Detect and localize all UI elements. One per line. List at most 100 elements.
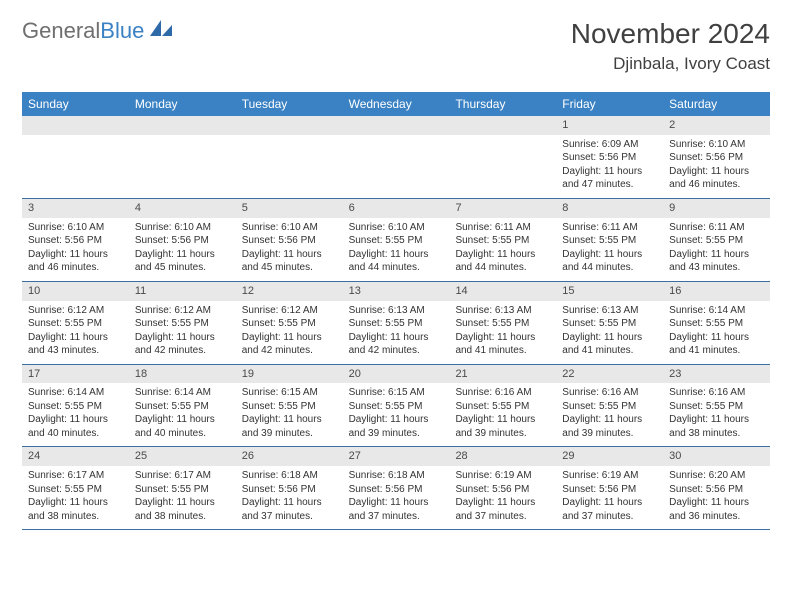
sunrise-text: Sunrise: 6:20 AM bbox=[669, 469, 764, 483]
daynum-strip bbox=[449, 116, 556, 135]
daylight-text: and 38 minutes. bbox=[135, 510, 230, 524]
daylight-text: Daylight: 11 hours bbox=[669, 331, 764, 345]
day-cell: 30Sunrise: 6:20 AMSunset: 5:56 PMDayligh… bbox=[663, 447, 770, 529]
sunset-text: Sunset: 5:55 PM bbox=[669, 400, 764, 414]
daylight-text: Daylight: 11 hours bbox=[562, 331, 657, 345]
day-number: 18 bbox=[129, 365, 236, 384]
day-number: 1 bbox=[556, 116, 663, 135]
day-number: 6 bbox=[343, 199, 450, 218]
daylight-text: Daylight: 11 hours bbox=[562, 413, 657, 427]
sunrise-text: Sunrise: 6:09 AM bbox=[562, 138, 657, 152]
sunset-text: Sunset: 5:55 PM bbox=[562, 317, 657, 331]
daylight-text: and 42 minutes. bbox=[242, 344, 337, 358]
day-cell: 7Sunrise: 6:11 AMSunset: 5:55 PMDaylight… bbox=[449, 199, 556, 281]
sunset-text: Sunset: 5:55 PM bbox=[455, 317, 550, 331]
sunrise-text: Sunrise: 6:16 AM bbox=[455, 386, 550, 400]
daylight-text: Daylight: 11 hours bbox=[455, 496, 550, 510]
sunrise-text: Sunrise: 6:19 AM bbox=[455, 469, 550, 483]
day-cell: 23Sunrise: 6:16 AMSunset: 5:55 PMDayligh… bbox=[663, 365, 770, 447]
day-cell: 4Sunrise: 6:10 AMSunset: 5:56 PMDaylight… bbox=[129, 199, 236, 281]
sunset-text: Sunset: 5:56 PM bbox=[135, 234, 230, 248]
daylight-text: Daylight: 11 hours bbox=[28, 413, 123, 427]
weekday-label: Tuesday bbox=[236, 92, 343, 116]
sunrise-text: Sunrise: 6:12 AM bbox=[135, 304, 230, 318]
day-cell: 22Sunrise: 6:16 AMSunset: 5:55 PMDayligh… bbox=[556, 365, 663, 447]
daylight-text: and 41 minutes. bbox=[669, 344, 764, 358]
day-number: 25 bbox=[129, 447, 236, 466]
daylight-text: and 36 minutes. bbox=[669, 510, 764, 524]
daylight-text: and 46 minutes. bbox=[669, 178, 764, 192]
sunset-text: Sunset: 5:55 PM bbox=[242, 400, 337, 414]
sunset-text: Sunset: 5:55 PM bbox=[562, 234, 657, 248]
day-cell: 14Sunrise: 6:13 AMSunset: 5:55 PMDayligh… bbox=[449, 282, 556, 364]
daylight-text: Daylight: 11 hours bbox=[28, 248, 123, 262]
day-cell: 17Sunrise: 6:14 AMSunset: 5:55 PMDayligh… bbox=[22, 365, 129, 447]
sunrise-text: Sunrise: 6:10 AM bbox=[135, 221, 230, 235]
day-number: 12 bbox=[236, 282, 343, 301]
day-cell: 5Sunrise: 6:10 AMSunset: 5:56 PMDaylight… bbox=[236, 199, 343, 281]
month-title: November 2024 bbox=[571, 18, 770, 50]
day-cell: 1Sunrise: 6:09 AMSunset: 5:56 PMDaylight… bbox=[556, 116, 663, 198]
sunset-text: Sunset: 5:55 PM bbox=[135, 483, 230, 497]
day-number: 11 bbox=[129, 282, 236, 301]
sunrise-text: Sunrise: 6:13 AM bbox=[349, 304, 444, 318]
empty-cell bbox=[236, 116, 343, 198]
week-row: 24Sunrise: 6:17 AMSunset: 5:55 PMDayligh… bbox=[22, 447, 770, 530]
daylight-text: Daylight: 11 hours bbox=[455, 331, 550, 345]
daylight-text: Daylight: 11 hours bbox=[455, 413, 550, 427]
sunset-text: Sunset: 5:55 PM bbox=[28, 317, 123, 331]
day-cell: 6Sunrise: 6:10 AMSunset: 5:55 PMDaylight… bbox=[343, 199, 450, 281]
sunrise-text: Sunrise: 6:18 AM bbox=[242, 469, 337, 483]
sunset-text: Sunset: 5:56 PM bbox=[349, 483, 444, 497]
daynum-strip bbox=[129, 116, 236, 135]
daylight-text: Daylight: 11 hours bbox=[349, 496, 444, 510]
day-cell: 13Sunrise: 6:13 AMSunset: 5:55 PMDayligh… bbox=[343, 282, 450, 364]
day-number: 30 bbox=[663, 447, 770, 466]
week-row: 17Sunrise: 6:14 AMSunset: 5:55 PMDayligh… bbox=[22, 365, 770, 448]
day-cell: 19Sunrise: 6:15 AMSunset: 5:55 PMDayligh… bbox=[236, 365, 343, 447]
daylight-text: and 41 minutes. bbox=[455, 344, 550, 358]
daylight-text: and 44 minutes. bbox=[455, 261, 550, 275]
sunrise-text: Sunrise: 6:17 AM bbox=[28, 469, 123, 483]
logo-word1: General bbox=[22, 18, 100, 44]
sunrise-text: Sunrise: 6:18 AM bbox=[349, 469, 444, 483]
day-cell: 25Sunrise: 6:17 AMSunset: 5:55 PMDayligh… bbox=[129, 447, 236, 529]
sunset-text: Sunset: 5:55 PM bbox=[349, 400, 444, 414]
day-number: 4 bbox=[129, 199, 236, 218]
daylight-text: Daylight: 11 hours bbox=[349, 331, 444, 345]
daylight-text: and 43 minutes. bbox=[669, 261, 764, 275]
location-subtitle: Djinbala, Ivory Coast bbox=[571, 54, 770, 74]
sunset-text: Sunset: 5:55 PM bbox=[455, 234, 550, 248]
day-number: 24 bbox=[22, 447, 129, 466]
daylight-text: Daylight: 11 hours bbox=[562, 496, 657, 510]
sunrise-text: Sunrise: 6:11 AM bbox=[455, 221, 550, 235]
daynum-strip bbox=[236, 116, 343, 135]
daylight-text: Daylight: 11 hours bbox=[669, 413, 764, 427]
daylight-text: and 37 minutes. bbox=[242, 510, 337, 524]
sunset-text: Sunset: 5:55 PM bbox=[135, 400, 230, 414]
day-cell: 28Sunrise: 6:19 AMSunset: 5:56 PMDayligh… bbox=[449, 447, 556, 529]
sunset-text: Sunset: 5:56 PM bbox=[242, 234, 337, 248]
sunrise-text: Sunrise: 6:14 AM bbox=[135, 386, 230, 400]
sunrise-text: Sunrise: 6:16 AM bbox=[669, 386, 764, 400]
sunrise-text: Sunrise: 6:10 AM bbox=[242, 221, 337, 235]
day-cell: 24Sunrise: 6:17 AMSunset: 5:55 PMDayligh… bbox=[22, 447, 129, 529]
day-cell: 12Sunrise: 6:12 AMSunset: 5:55 PMDayligh… bbox=[236, 282, 343, 364]
day-cell: 18Sunrise: 6:14 AMSunset: 5:55 PMDayligh… bbox=[129, 365, 236, 447]
daylight-text: Daylight: 11 hours bbox=[135, 331, 230, 345]
daylight-text: Daylight: 11 hours bbox=[135, 496, 230, 510]
day-number: 2 bbox=[663, 116, 770, 135]
sunset-text: Sunset: 5:56 PM bbox=[669, 151, 764, 165]
day-number: 26 bbox=[236, 447, 343, 466]
sunrise-text: Sunrise: 6:19 AM bbox=[562, 469, 657, 483]
daylight-text: Daylight: 11 hours bbox=[349, 248, 444, 262]
day-number: 9 bbox=[663, 199, 770, 218]
sunset-text: Sunset: 5:55 PM bbox=[28, 483, 123, 497]
sunset-text: Sunset: 5:56 PM bbox=[562, 151, 657, 165]
day-number: 13 bbox=[343, 282, 450, 301]
daylight-text: Daylight: 11 hours bbox=[242, 413, 337, 427]
sunset-text: Sunset: 5:56 PM bbox=[562, 483, 657, 497]
empty-cell bbox=[449, 116, 556, 198]
daylight-text: Daylight: 11 hours bbox=[669, 248, 764, 262]
daylight-text: and 40 minutes. bbox=[28, 427, 123, 441]
